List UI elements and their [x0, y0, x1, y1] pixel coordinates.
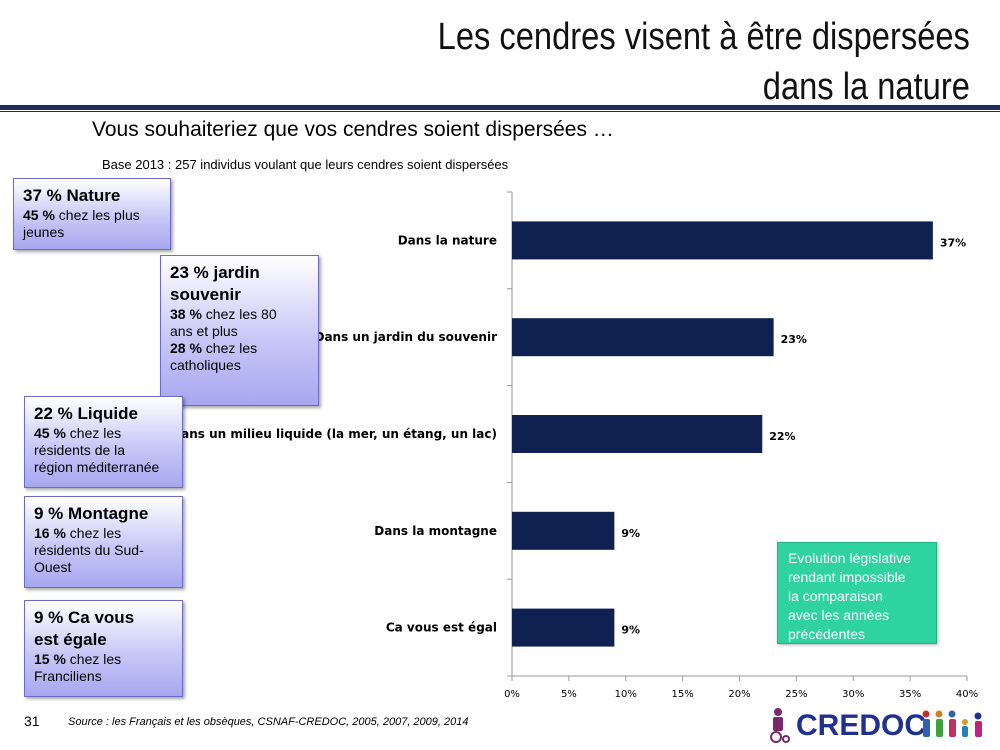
- category-label: Dans la nature: [398, 233, 497, 247]
- bar: [512, 511, 615, 550]
- callout-egal: 9 % Ca vous est égale 15 % chez les Fran…: [24, 600, 183, 697]
- bar: [512, 221, 933, 260]
- callout-line: catholiques: [170, 357, 241, 373]
- category-label: Dans la montagne: [374, 524, 497, 538]
- callout-jardin: 23 % jardin souvenir 38 % chez les 80 an…: [160, 255, 319, 406]
- x-tick-label: 25%: [785, 689, 807, 700]
- callout-head: est égale: [34, 630, 107, 649]
- note-line: la comparaison: [788, 588, 883, 604]
- page-number: 31: [24, 713, 40, 729]
- callout-line: 38 % chez les 80: [170, 306, 277, 322]
- x-tick-label: 10%: [615, 689, 637, 700]
- category-label: Dans un jardin du souvenir: [314, 330, 497, 344]
- callout-liquide: 22 % Liquide 45 % chez les résidents de …: [24, 396, 183, 488]
- callout-line: 45 % chez les plus: [23, 207, 140, 223]
- logo-text: CREDOC: [796, 709, 926, 742]
- callout-line: région méditerranée: [34, 459, 160, 475]
- callout-line: 16 % chez les: [34, 525, 122, 541]
- source-note: Source : les Français et les obsèques, C…: [68, 716, 469, 728]
- x-tick-label: 0%: [504, 689, 520, 700]
- callout-head: 37 % Nature: [23, 186, 121, 205]
- value-label: 22%: [769, 430, 795, 443]
- x-tick-label: 35%: [899, 689, 921, 700]
- callout-head: 23 % jardin: [170, 263, 260, 282]
- note-line: rendant impossible: [788, 569, 906, 585]
- callout-line: ans et plus: [170, 323, 238, 339]
- x-tick-label: 40%: [956, 689, 978, 700]
- title-divider-thin: [0, 111, 1000, 112]
- base-note: Base 2013 : 257 individus voulant que le…: [102, 157, 509, 172]
- legislative-note: Evolution législative rendant impossible…: [777, 542, 937, 644]
- note-line: avec les années: [788, 607, 890, 623]
- note-line: précédentes: [788, 626, 866, 642]
- callout-line: jeunes: [23, 224, 65, 240]
- x-tick-label: 15%: [672, 689, 694, 700]
- callout-line: résidents du Sud-: [34, 542, 144, 558]
- slide-title-line2: dans la nature: [762, 66, 970, 108]
- callout-head: souvenir: [170, 285, 241, 304]
- callout-line: 15 % chez les: [34, 651, 122, 667]
- value-label: 9%: [621, 527, 640, 540]
- slide-title-line1: Les cendres visent à être dispersées: [437, 16, 970, 58]
- callout-head: 22 % Liquide: [34, 404, 138, 423]
- bar: [512, 318, 774, 357]
- callout-head: 9 % Ca vous: [34, 608, 135, 627]
- survey-question: Vous souhaiteriez que vos cendres soient…: [92, 118, 614, 141]
- slide-title: Les cendres visent à être dispersées dan…: [438, 12, 970, 112]
- callout-head: 9 % Montagne: [34, 504, 149, 523]
- note-line: Evolution législative: [788, 550, 911, 566]
- callout-line: 45 % chez les: [34, 425, 122, 441]
- category-label: Ca vous est égal: [386, 621, 497, 635]
- value-label: 23%: [781, 333, 807, 346]
- credoc-logo: CREDOC: [770, 708, 982, 743]
- bar: [512, 415, 763, 453]
- value-label: 37%: [940, 236, 966, 249]
- title-divider: [0, 105, 1000, 110]
- category-label: Dans un milieu liquide (la mer, un étang…: [171, 427, 497, 441]
- x-tick-label: 30%: [842, 689, 864, 700]
- x-tick-label: 5%: [561, 689, 577, 700]
- callout-nature: 37 % Nature 45 % chez les plus jeunes: [13, 178, 171, 250]
- bar: [512, 608, 615, 647]
- callout-montagne: 9 % Montagne 16 % chez les résidents du …: [24, 496, 183, 588]
- callout-line: Ouest: [34, 559, 72, 575]
- callout-line: 28 % chez les: [170, 340, 258, 356]
- callout-line: Franciliens: [34, 668, 102, 684]
- value-label: 9%: [621, 624, 640, 637]
- x-tick-label: 20%: [728, 689, 750, 700]
- callout-line: résidents de la: [34, 442, 126, 458]
